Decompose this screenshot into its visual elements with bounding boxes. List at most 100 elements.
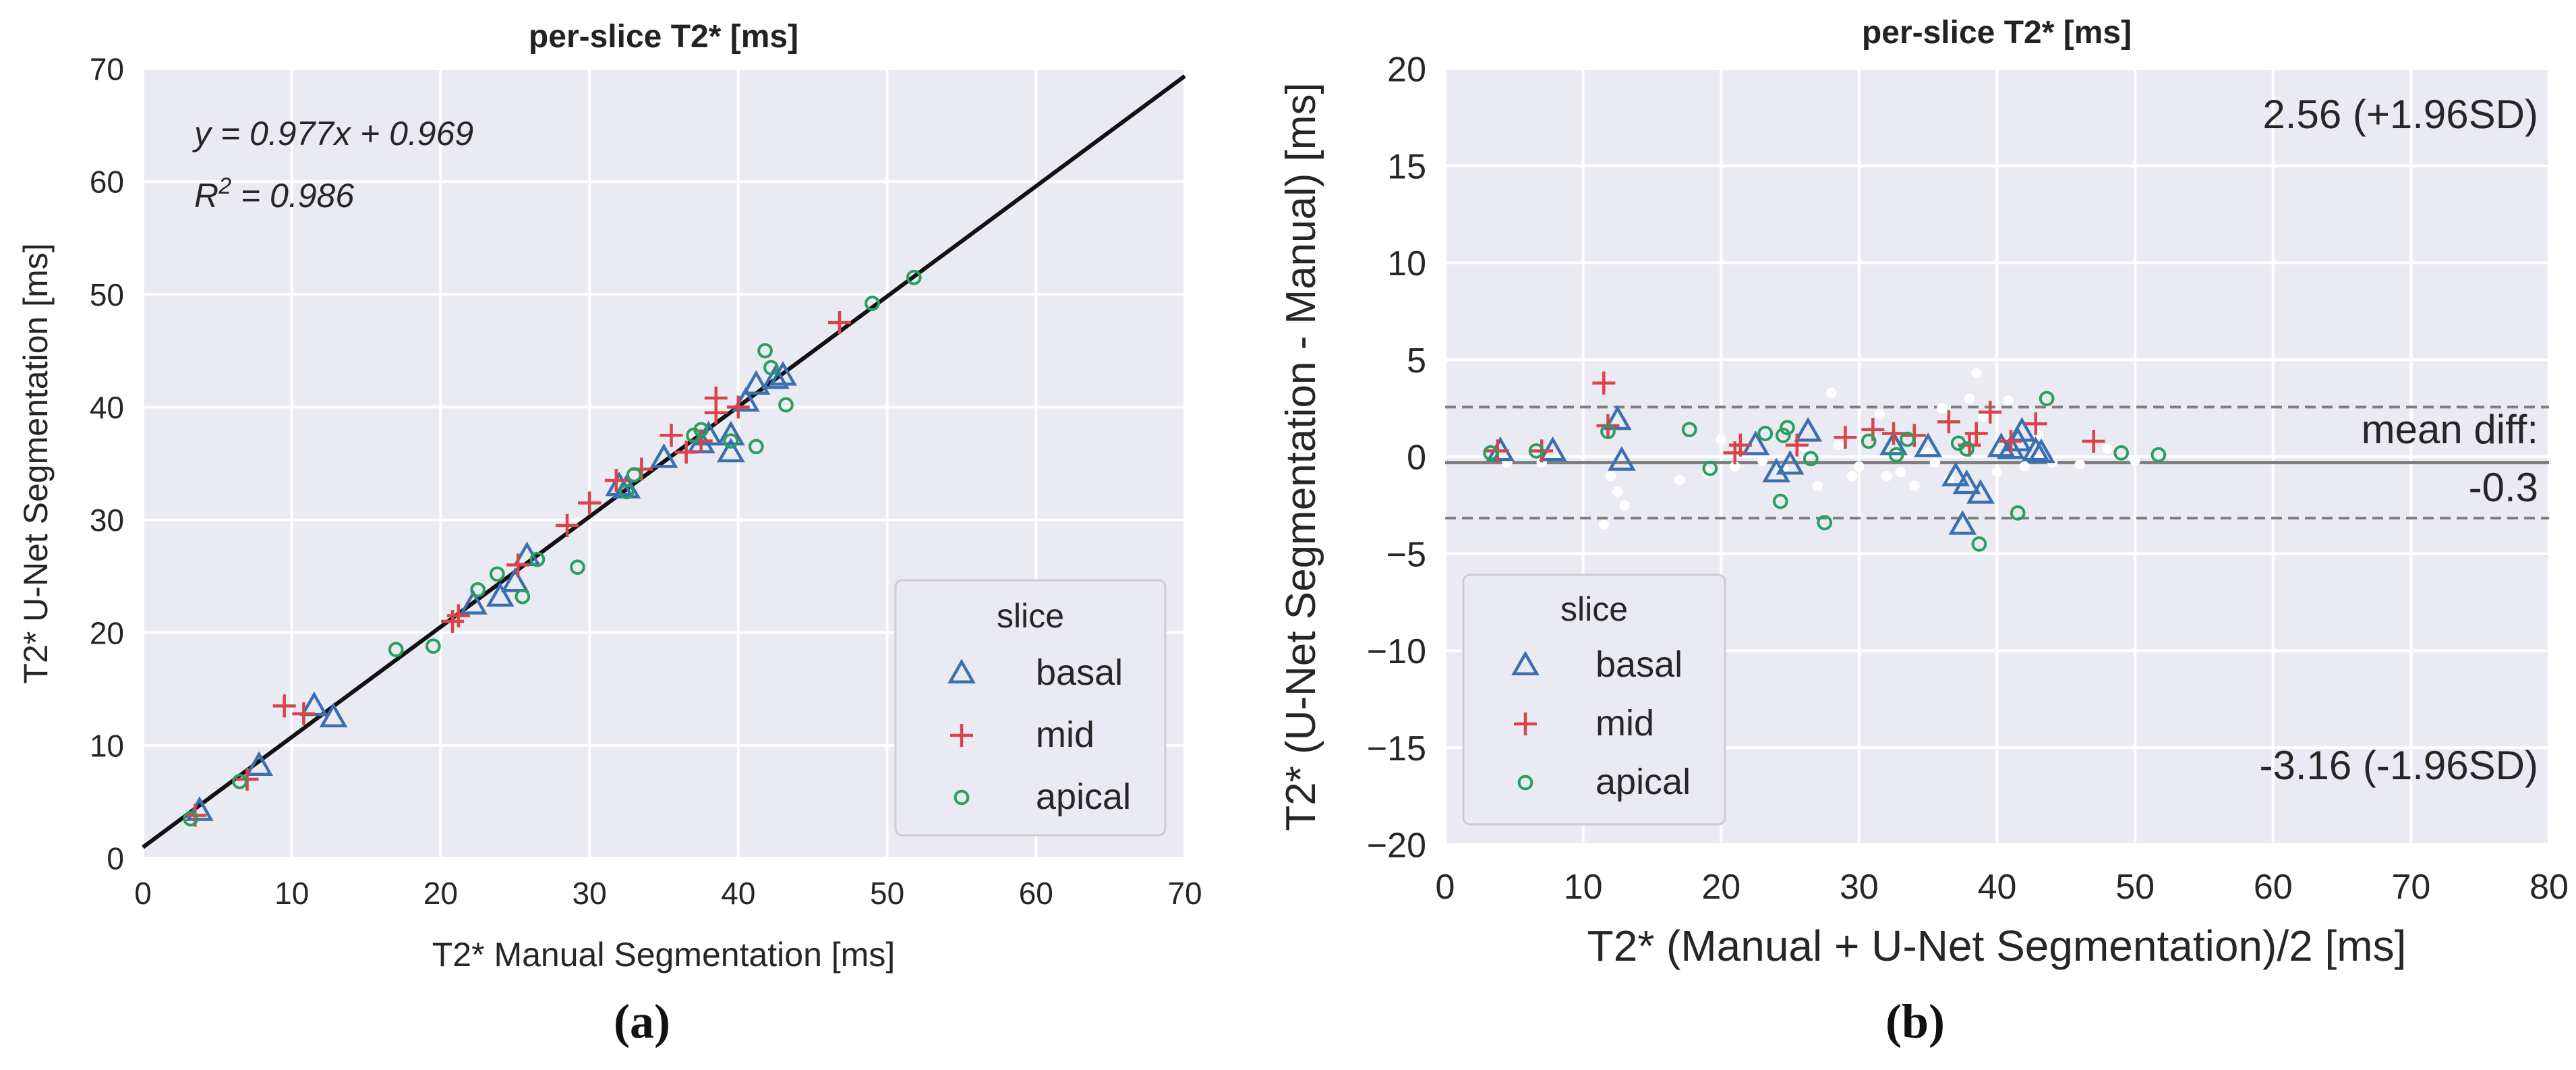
y-tick-label: 10 (1387, 244, 1426, 283)
chart-b-points (1483, 368, 2167, 552)
chart-a-legend: slice basal mid apical (894, 579, 1167, 837)
apical-point (1959, 441, 1974, 457)
x-tick-label: 20 (423, 876, 458, 911)
chart-b-y-label: T2* (U-Net Segmentation - Manual) [ms] (1278, 82, 1324, 831)
y-tick-label: 0 (1407, 439, 1426, 478)
mid-point (704, 401, 728, 424)
x-tick-label: 30 (573, 876, 607, 911)
basal-point (245, 751, 274, 776)
chart-a-x-ticks: 0 10 20 30 40 50 60 70 (134, 876, 1202, 911)
basal-point (1997, 434, 2025, 459)
chart-b-mean-label-2: -0.3 (2469, 465, 2538, 510)
background-point (1730, 461, 1740, 472)
x-tick-label: 80 (2529, 868, 2569, 907)
legend-marker-basal (1511, 650, 1540, 675)
chart-a-equation: y = 0.977x + 0.969 (192, 115, 473, 152)
apical-point (1600, 424, 1616, 439)
y-tick-label: −20 (1367, 826, 1426, 866)
apical-point (1528, 443, 1544, 459)
y-tick-label: 50 (90, 277, 124, 312)
y-tick-label: 70 (90, 52, 124, 87)
y-tick-label: 5 (1407, 341, 1426, 381)
basal-point (649, 443, 678, 468)
apical-point (515, 588, 531, 604)
chart-a-legend-mid: mid (1036, 714, 1094, 755)
background-point (1937, 403, 1948, 414)
chart-a-legend-marker-apical (954, 789, 970, 806)
basal-point (694, 420, 723, 446)
chart-b-legend-basal: basal (1596, 644, 1682, 685)
chart-a: 0 10 20 30 40 50 60 70 0 10 20 30 40 50 60 70 per-slic… (17, 19, 1202, 1048)
apical-point (2010, 505, 2026, 521)
apical-point (693, 422, 709, 438)
basal-point (742, 370, 771, 395)
basal-point (769, 361, 797, 386)
background-point (2019, 461, 2030, 472)
apical-point (757, 343, 773, 359)
mid-point (446, 604, 470, 627)
apical-point (529, 551, 546, 567)
mid-point (556, 513, 579, 537)
y-tick-label: 10 (90, 728, 124, 763)
apical-point (1803, 451, 1819, 467)
x-tick-label: 70 (1167, 876, 1202, 911)
y-tick-label: 0 (107, 841, 124, 876)
apical-point (2150, 447, 2167, 463)
chart-b-upper-limit-label: 2.56 (+1.96SD) (2262, 92, 2538, 137)
x-tick-label: 40 (1978, 868, 2017, 907)
apical-point (489, 566, 505, 582)
apical-point (388, 642, 404, 658)
mid-point (674, 441, 698, 464)
apical-point (183, 811, 198, 826)
basal-point (486, 582, 515, 607)
background-point (1598, 519, 1609, 530)
basal-point (1879, 430, 1908, 455)
chart-b: 0 10 20 30 40 50 60 70 80 −20 −15 −10 −5 0 5 10 15 20 pe… (1278, 15, 2569, 1048)
x-tick-label: 60 (1019, 876, 1053, 911)
apical-point (1780, 420, 1795, 436)
mid-point (1964, 422, 1988, 445)
apical-point (1861, 433, 1877, 449)
mid-point (292, 702, 316, 726)
mid-point (2082, 430, 2105, 453)
apical-point (426, 638, 441, 654)
chart-a-legend-marker-mid (950, 724, 973, 747)
basal-point (1952, 469, 1981, 495)
y-tick-label: −10 (1367, 632, 1426, 671)
apical-point (618, 484, 635, 500)
basal-point (1762, 457, 1790, 482)
x-tick-label: 30 (1840, 868, 1879, 907)
apical-point (763, 360, 779, 376)
chart-b-mean-label-1: mean diff: (2362, 407, 2538, 452)
mid-point (235, 768, 259, 791)
background-point (1909, 480, 1920, 491)
chart-b-x-ticks: 0 10 20 30 40 50 60 70 80 (1436, 868, 2569, 907)
apical-point (723, 433, 739, 449)
chart-a-title: per-slice T2* [ms] (529, 19, 798, 55)
background-point (1812, 480, 1823, 491)
chart-b-legend-marker-basal (1511, 650, 1540, 675)
apical-point (1702, 460, 1718, 476)
y-tick-label: −15 (1367, 729, 1426, 768)
y-tick-label: 40 (90, 390, 124, 425)
background-point (2102, 443, 2113, 455)
background-point (1612, 486, 1623, 497)
apical-point (626, 467, 642, 483)
y-tick-label: 20 (1387, 51, 1426, 90)
background-point (1971, 368, 1982, 379)
background-point (1991, 467, 2003, 478)
basal-point (716, 437, 745, 463)
chart-b-title: per-slice T2* [ms] (1862, 15, 2132, 51)
y-tick-label: 60 (90, 165, 124, 200)
apical-point (1971, 536, 1987, 552)
x-tick-label: 60 (2254, 868, 2293, 907)
x-tick-label: 70 (2391, 868, 2430, 907)
basal-point (2021, 436, 2050, 461)
apical-point (1757, 426, 1774, 441)
background-point (1895, 467, 1906, 478)
apical-point (232, 773, 247, 789)
mid-point (1785, 433, 1809, 457)
basal-point (459, 590, 488, 615)
chart-b-y-ticks: −20 −15 −10 −5 0 5 10 15 20 (1367, 51, 1426, 866)
